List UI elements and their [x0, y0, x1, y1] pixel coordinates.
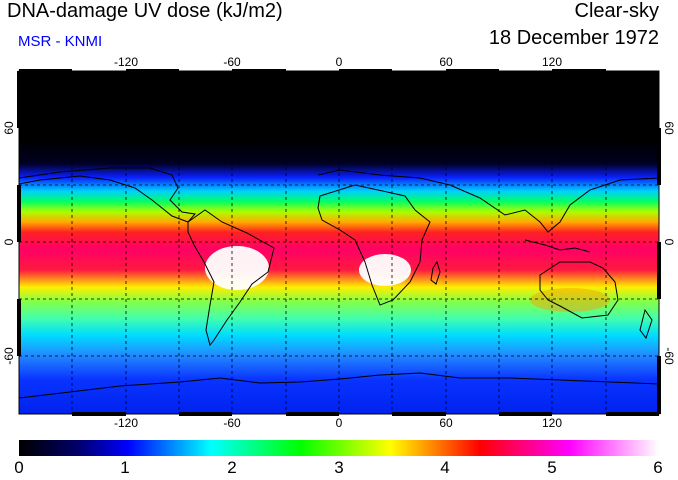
lon-tick-top: 120: [542, 55, 562, 69]
colorbar-tick-label: 0: [14, 458, 24, 477]
colorbar-tick-label: 5: [547, 458, 557, 477]
peak-dose-southern-africa: [359, 254, 411, 286]
graticule: [19, 71, 659, 414]
lat-tick-right: -60: [662, 347, 676, 365]
australia-high-dose: [530, 288, 610, 312]
colorbar: [19, 440, 659, 456]
lon-tick-bottom: 120: [542, 416, 562, 430]
colorbar-tick-label: 3: [334, 458, 344, 477]
map-title: DNA-damage UV dose (kJ/m2): [7, 0, 283, 22]
lon-tick-top: -60: [223, 55, 241, 69]
coastlines: [19, 167, 659, 399]
frame-checker: [17, 69, 661, 416]
colorbar-tick-label: 6: [653, 458, 663, 477]
lat-tick-right: 60: [662, 121, 676, 135]
colorbar-tick-label: 2: [227, 458, 237, 477]
colorbar-tick-label: 1: [120, 458, 130, 477]
lon-tick-bottom: 0: [336, 416, 343, 430]
lat-tick-left: 0: [2, 238, 16, 245]
lat-tick-right: 0: [662, 239, 676, 246]
lat-tick-left: 60: [2, 121, 16, 135]
lon-tick-bottom: -60: [223, 416, 241, 430]
uv-dose-field: [19, 71, 659, 414]
lat-tick-left: -60: [2, 347, 16, 365]
colorbar-tick-label: 4: [440, 458, 450, 477]
lon-tick-top: 0: [336, 55, 343, 69]
source-label: MSR - KNMI: [18, 33, 103, 50]
peak-dose-south-america: [205, 246, 269, 290]
lon-tick-bottom: 60: [439, 416, 453, 430]
lon-tick-top: 60: [439, 55, 453, 69]
sky-condition-label: Clear-sky: [574, 0, 659, 22]
lon-tick-top: -120: [114, 55, 138, 69]
date-label: 18 December 1972: [488, 27, 659, 49]
lon-tick-bottom: -120: [114, 416, 138, 430]
